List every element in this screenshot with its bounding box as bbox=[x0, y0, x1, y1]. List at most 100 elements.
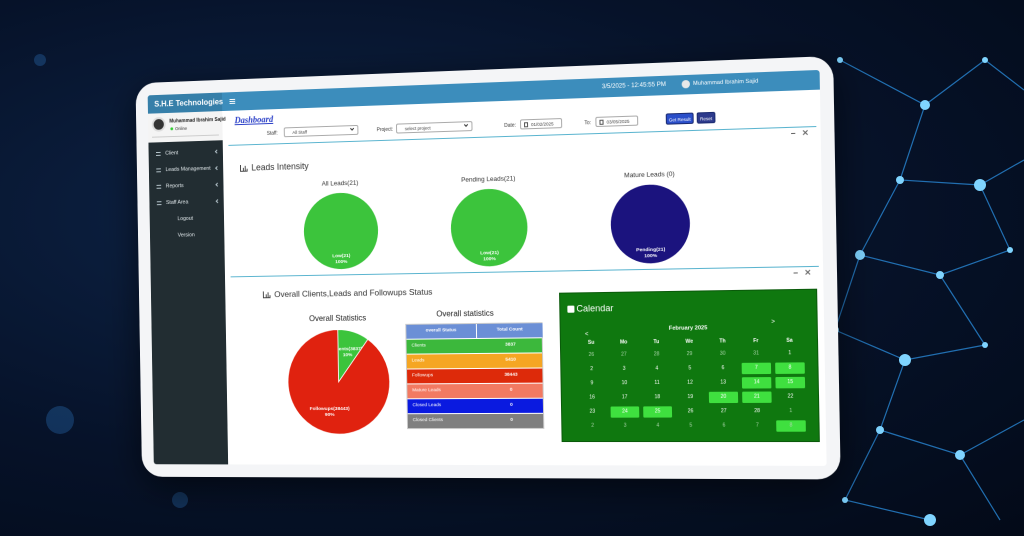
menu-item[interactable]: Client bbox=[165, 150, 179, 157]
row-status: Followups bbox=[411, 373, 434, 379]
day[interactable]: 28 bbox=[653, 351, 660, 358]
collapse-icon[interactable] bbox=[791, 132, 796, 135]
day[interactable]: 24 bbox=[621, 408, 628, 415]
pie-title: Mature Leads (0) bbox=[624, 171, 675, 180]
day[interactable]: 8 bbox=[788, 364, 792, 371]
day[interactable]: 28 bbox=[754, 408, 761, 415]
button[interactable]: Get Result bbox=[665, 112, 694, 125]
day[interactable]: 18 bbox=[654, 394, 661, 401]
menu-toggle[interactable] bbox=[229, 98, 236, 104]
day[interactable]: 26 bbox=[687, 408, 694, 415]
day[interactable]: 27 bbox=[720, 408, 727, 415]
day[interactable]: 17 bbox=[621, 394, 628, 401]
day[interactable]: 15 bbox=[787, 378, 794, 386]
day[interactable]: 1 bbox=[788, 350, 792, 357]
day[interactable]: 20 bbox=[720, 393, 727, 400]
calendar-title: Calendar bbox=[576, 303, 614, 314]
menu-item[interactable]: Version bbox=[177, 232, 195, 239]
day[interactable]: 19 bbox=[687, 393, 694, 401]
day[interactable]: 3 bbox=[623, 422, 627, 429]
row-status: Mature Leads bbox=[412, 388, 441, 394]
slice-label: Pending(21) bbox=[636, 246, 666, 253]
section-title: Leads Intensity bbox=[251, 160, 309, 173]
row-count: 3837 bbox=[505, 342, 516, 348]
filter-label: Project: bbox=[376, 126, 394, 134]
day[interactable]: 26 bbox=[588, 351, 595, 359]
day[interactable]: 25 bbox=[654, 408, 661, 415]
stats-table: overall Status Total Count Clients 3837 Lead… bbox=[405, 322, 545, 430]
chart-layer: All Leads(21) Low(21) 100% Pending Leads(21… bbox=[148, 171, 827, 466]
day[interactable]: 11 bbox=[654, 379, 660, 386]
sidebar bbox=[147, 111, 229, 465]
input-text: 03/05/2025 bbox=[606, 118, 630, 125]
weekday: Sa bbox=[786, 337, 793, 344]
calendar-next[interactable]: > bbox=[771, 319, 776, 326]
input-text: All Staff bbox=[292, 129, 308, 136]
day[interactable]: 6 bbox=[722, 422, 726, 429]
date-input[interactable]: 01/02/2025 bbox=[519, 118, 563, 130]
menu-item[interactable]: Logout bbox=[177, 215, 194, 223]
row-count: 0 bbox=[509, 387, 513, 393]
calendar-icon bbox=[524, 122, 529, 128]
day[interactable]: 27 bbox=[620, 351, 627, 358]
day[interactable]: 31 bbox=[753, 350, 760, 357]
day[interactable]: 7 bbox=[754, 364, 758, 371]
slice-value-label: 100% bbox=[335, 259, 348, 265]
pie-slice bbox=[287, 329, 390, 434]
row-count: 5410 bbox=[505, 357, 517, 363]
day[interactable]: 29 bbox=[686, 350, 693, 358]
pie-slice bbox=[610, 183, 691, 264]
slice-value-label: 100% bbox=[644, 253, 658, 260]
menu-icon bbox=[156, 184, 162, 189]
button[interactable]: Reset bbox=[696, 111, 716, 124]
pie-title: Pending Leads(21) bbox=[461, 175, 515, 184]
menu-item[interactable]: Staff Area bbox=[166, 199, 189, 206]
select-caret bbox=[463, 122, 469, 127]
day[interactable]: 14 bbox=[753, 379, 760, 386]
filter-label: Date: bbox=[504, 122, 517, 130]
day[interactable]: 8 bbox=[789, 422, 793, 429]
day[interactable]: 4 bbox=[655, 365, 659, 372]
chart-icon bbox=[262, 291, 271, 299]
day[interactable]: 7 bbox=[755, 422, 759, 429]
day[interactable]: 23 bbox=[589, 408, 596, 415]
row-status: Closed Clients bbox=[412, 418, 444, 424]
tablet-frame: All Leads(21) Low(21) 100% Pending Leads(21… bbox=[135, 55, 841, 480]
day[interactable]: 4 bbox=[656, 422, 660, 429]
filter-label: Staff: bbox=[266, 130, 278, 137]
menu-item[interactable]: Reports bbox=[165, 183, 184, 190]
row-count: 38443 bbox=[504, 372, 518, 378]
chart-icon bbox=[239, 164, 248, 172]
day[interactable]: 5 bbox=[689, 422, 693, 429]
pie-slice bbox=[450, 188, 529, 268]
weekday: Su bbox=[587, 339, 595, 346]
icon-bar bbox=[246, 168, 248, 171]
day[interactable]: 3 bbox=[622, 365, 626, 372]
close-icon[interactable] bbox=[805, 269, 811, 275]
day[interactable]: 12 bbox=[687, 379, 693, 386]
collapse-icon[interactable] bbox=[793, 272, 798, 274]
input-text: select project bbox=[404, 125, 431, 132]
filter-label: To: bbox=[584, 120, 592, 127]
day[interactable]: 6 bbox=[721, 365, 725, 372]
day[interactable]: 2 bbox=[590, 366, 594, 373]
day[interactable]: 10 bbox=[621, 380, 628, 387]
slice-label: Clients(3837) bbox=[333, 346, 363, 352]
day[interactable]: 21 bbox=[753, 393, 760, 400]
day[interactable]: 5 bbox=[688, 365, 692, 372]
input-text: 01/02/2025 bbox=[531, 121, 554, 128]
day[interactable]: 30 bbox=[719, 350, 726, 357]
close-icon[interactable] bbox=[802, 129, 808, 136]
day[interactable]: 22 bbox=[787, 393, 794, 400]
day[interactable]: 16 bbox=[589, 394, 596, 401]
day[interactable]: 1 bbox=[789, 407, 793, 415]
select-caret bbox=[350, 126, 355, 131]
day[interactable]: 13 bbox=[720, 379, 727, 386]
date-input[interactable]: 03/05/2025 bbox=[595, 115, 639, 128]
day[interactable]: 9 bbox=[590, 380, 594, 387]
calendar-prev[interactable]: < bbox=[584, 331, 589, 338]
dashboard-screen: All Leads(21) Low(21) 100% Pending Leads(21… bbox=[147, 69, 827, 466]
slice-label: Low(21) bbox=[480, 250, 499, 257]
pie-title: All Leads(21) bbox=[322, 180, 359, 188]
day[interactable]: 2 bbox=[591, 422, 595, 429]
